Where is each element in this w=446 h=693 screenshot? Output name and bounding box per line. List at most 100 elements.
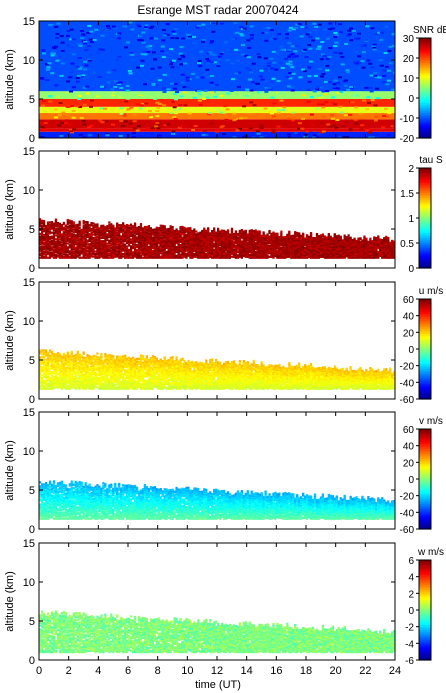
tau-cell bbox=[70, 255, 73, 258]
tau-cell bbox=[278, 241, 281, 244]
tau-cell bbox=[120, 226, 123, 229]
tau-cell bbox=[80, 230, 83, 234]
snr-cell bbox=[212, 54, 217, 57]
snr-cell bbox=[360, 45, 365, 48]
snr-cell bbox=[352, 94, 357, 97]
snr-cell bbox=[148, 27, 153, 30]
snr-cell bbox=[177, 126, 182, 129]
snr-cell bbox=[197, 99, 202, 102]
tau-cell bbox=[157, 245, 160, 248]
tau-cell bbox=[230, 255, 234, 258]
tau-cell bbox=[39, 219, 42, 222]
colorbar-swatch bbox=[419, 94, 431, 97]
tau-cell bbox=[304, 248, 307, 251]
colorbar-swatch bbox=[419, 84, 431, 87]
snr-cell bbox=[157, 102, 162, 105]
snr-cell bbox=[168, 63, 173, 66]
snr-cell bbox=[283, 57, 288, 60]
snr-cell bbox=[116, 37, 121, 40]
tau-cell bbox=[78, 235, 81, 238]
tau-cell bbox=[100, 247, 103, 251]
snr-cell bbox=[327, 81, 332, 84]
tau-cell bbox=[264, 252, 267, 255]
tau-cell bbox=[66, 254, 69, 257]
tau-cell bbox=[321, 255, 325, 259]
snr-cell bbox=[84, 49, 89, 52]
snr-cell bbox=[150, 67, 155, 70]
tau-cell bbox=[68, 255, 71, 258]
tau-cell bbox=[135, 251, 139, 254]
tau-cell bbox=[54, 229, 58, 232]
tau-cell bbox=[244, 229, 247, 232]
tau-cell bbox=[205, 242, 208, 245]
tau-cell bbox=[139, 239, 143, 242]
tau-cell bbox=[266, 235, 269, 238]
snr-cell bbox=[321, 73, 326, 76]
tau-cell bbox=[90, 229, 93, 232]
snr-cell bbox=[201, 23, 206, 26]
tau-cell bbox=[110, 234, 113, 237]
tau-cell bbox=[74, 224, 77, 227]
tau-cell bbox=[50, 223, 54, 226]
tau-cell bbox=[114, 248, 117, 251]
tau-cell bbox=[260, 249, 263, 253]
tau-cell bbox=[94, 246, 97, 250]
tau-cell bbox=[116, 222, 119, 225]
snr-cell bbox=[134, 86, 139, 89]
tau-cell bbox=[70, 230, 73, 233]
tau-cell bbox=[242, 245, 245, 249]
tau-cell bbox=[171, 236, 174, 239]
snr-cell bbox=[290, 89, 295, 92]
snr-band bbox=[39, 113, 395, 120]
tau-cell bbox=[126, 236, 129, 239]
tau-cell bbox=[58, 226, 61, 229]
snr-cell bbox=[377, 76, 382, 79]
snr-cell bbox=[327, 36, 332, 39]
snr-cell bbox=[111, 94, 116, 97]
tau-cell bbox=[319, 234, 323, 237]
snr-cell bbox=[297, 128, 302, 131]
tau-cell bbox=[116, 229, 119, 232]
tau-cell bbox=[52, 250, 56, 253]
tau-cell bbox=[94, 240, 97, 243]
tau-cell bbox=[159, 233, 162, 236]
tau-cell bbox=[262, 250, 265, 253]
tau-cell bbox=[72, 228, 75, 231]
tau-cell bbox=[56, 239, 59, 243]
tau-cell bbox=[264, 245, 267, 248]
snr-cell bbox=[283, 74, 288, 77]
tau-cell bbox=[76, 230, 79, 233]
tau-cell bbox=[339, 245, 342, 248]
tau-cell bbox=[126, 252, 129, 255]
tau-cell bbox=[102, 232, 105, 235]
tau-cell bbox=[272, 255, 275, 258]
tau-cell bbox=[143, 242, 147, 246]
tau-cell bbox=[50, 235, 54, 238]
tau-cell bbox=[145, 225, 148, 229]
tau-cell bbox=[60, 244, 63, 248]
colorbar-swatch bbox=[419, 73, 431, 76]
tau-cell bbox=[60, 224, 63, 227]
tau-cell bbox=[191, 251, 194, 254]
tau-cell bbox=[62, 226, 65, 229]
tau-cell bbox=[118, 244, 121, 247]
snr-cell bbox=[122, 114, 127, 117]
tau-cell bbox=[110, 231, 113, 234]
tau-cell bbox=[92, 248, 95, 251]
tau-cell bbox=[50, 227, 54, 230]
snr-cell bbox=[116, 63, 121, 66]
tau-cell bbox=[181, 256, 184, 259]
tau-cell bbox=[331, 239, 334, 242]
tau-cell bbox=[126, 241, 129, 245]
tau-cell bbox=[56, 227, 59, 231]
tau-cell bbox=[84, 256, 87, 259]
tau-cell bbox=[264, 234, 267, 237]
tau-cell bbox=[126, 239, 129, 242]
snr-cell bbox=[150, 25, 155, 28]
tau-cell bbox=[133, 227, 137, 230]
tau-cell bbox=[94, 241, 97, 245]
tau-cell bbox=[112, 255, 115, 258]
tau-cell bbox=[139, 232, 143, 235]
tau-cell bbox=[171, 226, 174, 229]
tau-cell bbox=[72, 254, 75, 257]
